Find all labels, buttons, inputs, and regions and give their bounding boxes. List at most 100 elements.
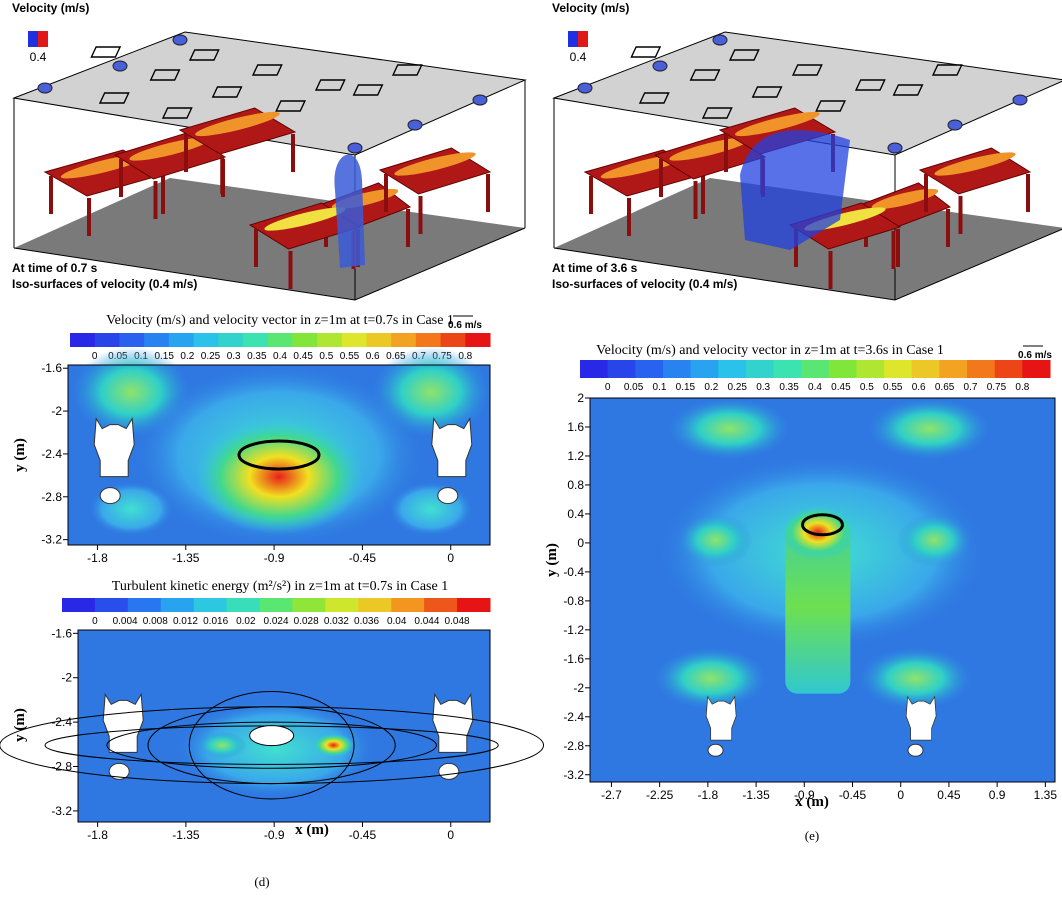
occupant xyxy=(250,726,294,746)
y-tick-label: -1.6 xyxy=(41,361,62,375)
y-tick-label: -2.8 xyxy=(51,760,72,774)
y-axis-label: y (m) xyxy=(12,708,28,742)
contour-blob xyxy=(89,482,173,536)
colorbar-tick-label: 0.15 xyxy=(676,382,696,393)
bed-leg xyxy=(589,176,593,214)
x-tick-label: -1.35 xyxy=(172,828,200,842)
colorbar-tick-label: 0.55 xyxy=(883,382,903,393)
colorbar-tick-label: 0.45 xyxy=(831,382,851,393)
inlet xyxy=(948,120,962,130)
colorbar-segment xyxy=(424,598,457,612)
colorbar-tick-label: 0 xyxy=(605,382,611,393)
bed-leg xyxy=(946,209,950,247)
colorbar-segment xyxy=(391,598,424,612)
contour-blob xyxy=(195,419,364,534)
colorbar-tick-label: 0.25 xyxy=(201,351,221,362)
colorbar-segment xyxy=(635,360,663,378)
colorbar-segment xyxy=(260,598,293,612)
legend-title: Velocity (m/s) xyxy=(12,1,89,15)
bed-leg xyxy=(924,174,928,212)
occupant-outline xyxy=(432,419,472,477)
inlet xyxy=(713,35,727,45)
legend-value: 0.4 xyxy=(570,50,587,64)
colorbar-segment xyxy=(801,360,829,378)
y-axis-label: y (m) xyxy=(544,543,560,577)
contour-blob xyxy=(389,482,473,536)
colorbar-segment xyxy=(691,360,719,378)
bed-leg xyxy=(659,159,663,197)
colorbar-segment xyxy=(366,333,391,347)
x-tick-label: -0.9 xyxy=(264,828,285,842)
caption: (e) xyxy=(805,828,819,843)
y-tick-label: -0.8 xyxy=(563,594,584,608)
bed-leg xyxy=(289,251,293,289)
colorbar-segment xyxy=(1022,360,1050,378)
y-tick-label: 0 xyxy=(577,536,584,550)
x-tick-label: -1.35 xyxy=(172,551,200,565)
colorbar-tick-label: 0.4 xyxy=(273,351,287,362)
caption: (d) xyxy=(254,874,269,889)
colorbar-tick-label: 0.048 xyxy=(445,616,470,627)
occupant-head xyxy=(100,488,120,504)
contour-plot: 00.050.10.150.20.250.30.350.40.450.50.55… xyxy=(544,343,1057,810)
y-tick-label: -2 xyxy=(61,671,72,685)
colorbar-tick-label: 0.6 xyxy=(912,382,926,393)
y-axis-label: y (m) xyxy=(12,438,28,472)
contour-blob xyxy=(655,648,767,709)
colorbar-tick-label: 0.4 xyxy=(808,382,822,393)
y-tick-label: -2 xyxy=(573,681,584,695)
colorbar-segment xyxy=(227,598,260,612)
occupant-head xyxy=(708,744,723,756)
colorbar-tick-label: 0.25 xyxy=(728,382,748,393)
colorbar-segment xyxy=(457,598,490,612)
colorbar-segment xyxy=(416,333,441,347)
colorbar-segment xyxy=(128,598,161,612)
colorbar-tick-label: 0.2 xyxy=(180,351,194,362)
contour-plot: 00.050.10.150.20.250.30.350.40.450.50.55… xyxy=(12,313,491,565)
y-tick-label: -2 xyxy=(51,404,62,418)
vector-scale: 0.6 m/s xyxy=(1018,350,1052,361)
x-tick-label: -0.9 xyxy=(264,551,285,565)
colorbar-segment xyxy=(194,598,227,612)
bed-leg xyxy=(184,134,188,172)
occupant-outline xyxy=(94,419,134,477)
x-tick-label: -2.7 xyxy=(601,788,622,802)
colorbar-segment xyxy=(62,598,95,612)
contour-blob xyxy=(197,732,246,759)
colorbar-tick-label: 0.35 xyxy=(247,351,267,362)
colorbar-tick-label: 0.036 xyxy=(354,616,379,627)
y-tick-label: 0.8 xyxy=(567,478,584,492)
inlet xyxy=(38,83,52,93)
x-tick-label: -0.45 xyxy=(839,788,867,802)
colorbar-tick-label: 0.55 xyxy=(340,351,360,362)
colorbar-segment xyxy=(342,333,367,347)
figure: Velocity (m/s)0.4At time of 0.7 sIso-sur… xyxy=(0,0,1062,898)
colorbar-segment xyxy=(746,360,774,378)
inlet xyxy=(408,120,422,130)
inlet xyxy=(578,83,592,93)
bed-leg xyxy=(220,156,224,194)
y-tick-label: -3.2 xyxy=(41,533,62,547)
colorbar-segment xyxy=(194,333,219,347)
bed-leg xyxy=(896,229,900,267)
y-tick-label: 0.4 xyxy=(567,507,584,521)
colorbar-segment xyxy=(967,360,995,378)
x-tick-label: -0.45 xyxy=(349,828,377,842)
occupant-head xyxy=(438,488,458,504)
inlet xyxy=(888,143,902,153)
colorbar-segment xyxy=(70,333,95,347)
colorbar-segment xyxy=(465,333,490,347)
occupant-head xyxy=(908,744,923,756)
colorbar-tick-label: 0.7 xyxy=(964,382,978,393)
legend-swatch xyxy=(28,31,38,47)
colorbar-segment xyxy=(169,333,194,347)
contour-blob xyxy=(860,648,972,709)
colorbar-segment xyxy=(441,333,466,347)
y-tick-label: -3.2 xyxy=(563,768,584,782)
x-axis-label: x (m) xyxy=(795,794,829,810)
x-tick-label: 0 xyxy=(897,788,904,802)
colorbar-tick-label: 0.024 xyxy=(263,616,288,627)
x-tick-label: -1.8 xyxy=(87,551,108,565)
colorbar-tick-label: 0.6 xyxy=(366,351,380,362)
